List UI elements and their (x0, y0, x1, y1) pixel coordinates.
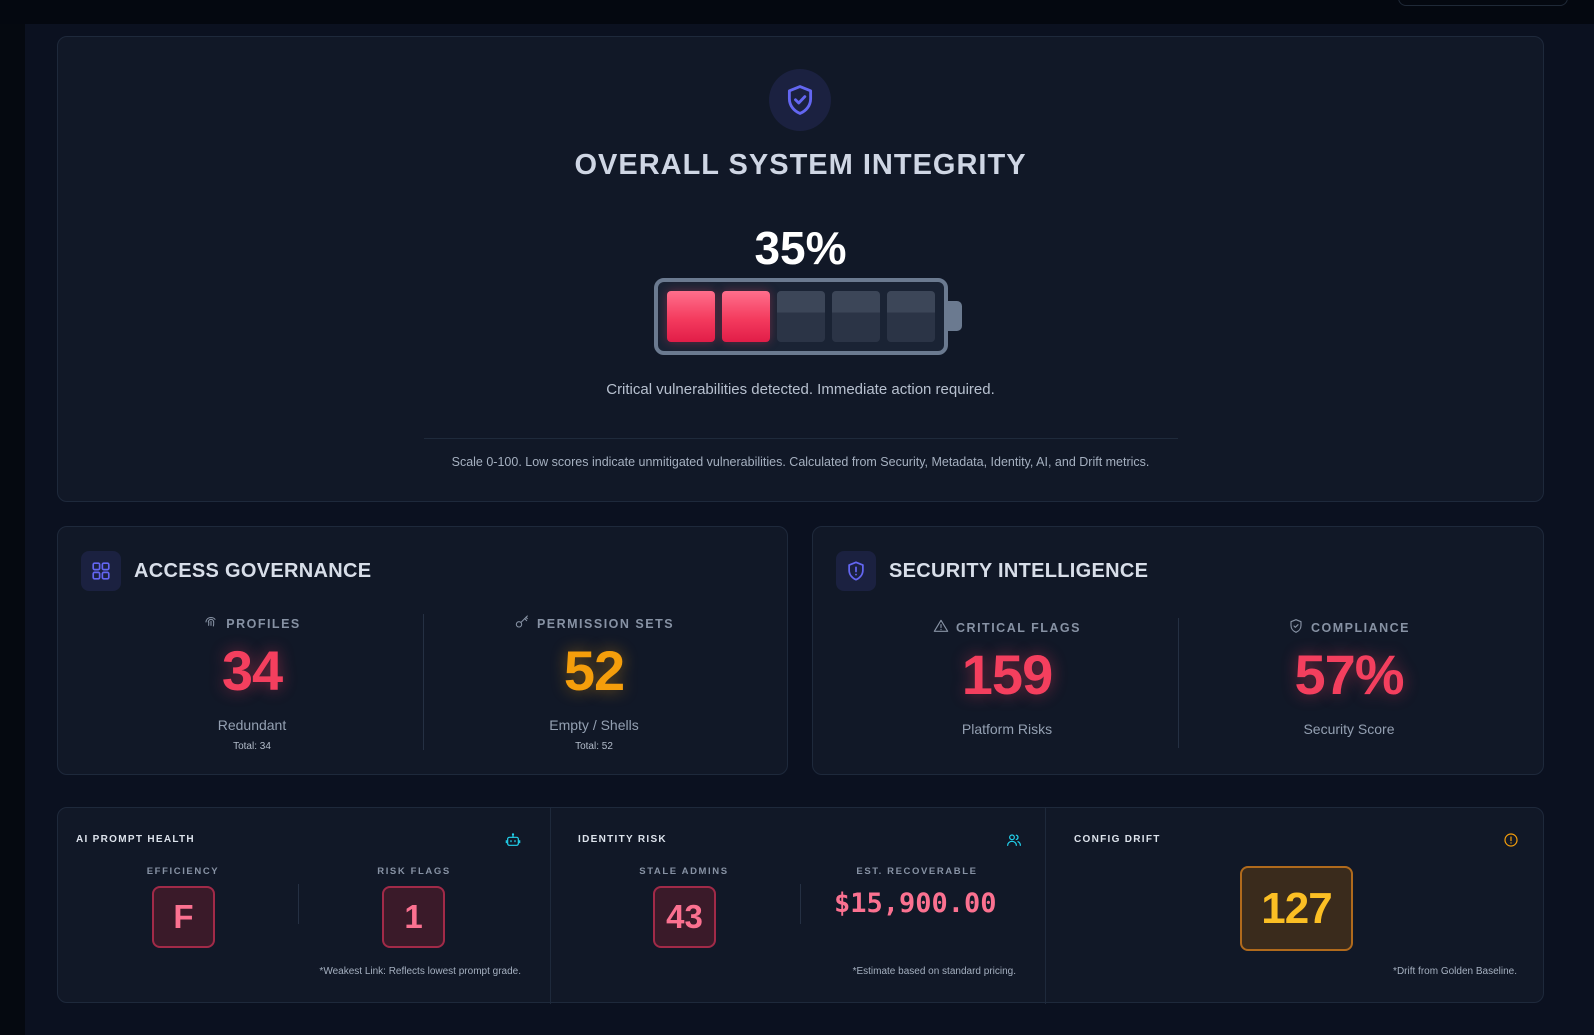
stale-admins-value: 43 (653, 886, 716, 948)
shield-check-icon (1288, 618, 1304, 637)
profiles-total: Total: 34 (233, 741, 271, 752)
shield-check-icon (769, 69, 831, 131)
metric-divider (423, 614, 424, 750)
efficiency-grade: F (152, 886, 215, 948)
integrity-title: OVERALL SYSTEM INTEGRITY (574, 149, 1027, 181)
system-integrity-card: OVERALL SYSTEM INTEGRITY 35% Critical vu… (57, 36, 1544, 502)
battery-cell-empty (777, 291, 825, 342)
compliance-label: COMPLIANCE (1310, 620, 1411, 635)
battery-cell-filled (667, 291, 715, 342)
battery-cap (948, 301, 962, 331)
profiles-value: 34 (221, 639, 283, 702)
users-icon (1006, 832, 1022, 853)
health-strip: AI PROMPT HEALTH EFFICIENCY F RISK FLAGS… (57, 807, 1544, 1004)
access-governance-title: ACCESS GOVERNANCE (134, 559, 372, 582)
ai-prompt-health-title: AI PROMPT HEALTH (76, 834, 195, 845)
metric-divider (298, 884, 299, 924)
permission-sets-sub: Empty / Shells (549, 717, 639, 733)
identity-risk-title: IDENTITY RISK (578, 834, 667, 845)
metric-divider (800, 884, 801, 924)
integrity-battery (654, 278, 948, 355)
key-icon (514, 614, 530, 633)
top-bar (0, 0, 1594, 24)
identity-footnote: *Estimate based on standard pricing. (852, 966, 1016, 977)
scale-note: Scale 0-100. Low scores indicate unmitig… (451, 455, 1150, 469)
config-drift-panel[interactable]: CONFIG DRIFT 127 *Drift from Golden Base… (1046, 808, 1543, 1004)
critical-flags-label: CRITICAL FLAGS (956, 620, 1081, 635)
battery-cell-filled (722, 291, 770, 342)
metric-divider (1178, 618, 1179, 748)
risk-flags-value: 1 (382, 886, 445, 948)
critical-flags-metric[interactable]: CRITICAL FLAGS 159 Platform Risks (887, 618, 1127, 737)
efficiency-label: EFFICIENCY (146, 866, 220, 877)
integrity-message: Critical vulnerabilities detected. Immed… (606, 381, 995, 398)
robot-icon (505, 832, 521, 853)
identity-risk-panel[interactable]: IDENTITY RISK STALE ADMINS 43 EST. RECOV… (551, 808, 1045, 1004)
compliance-sub: Security Score (1303, 721, 1395, 737)
profiles-metric[interactable]: PROFILES 34 Redundant Total: 34 (132, 614, 372, 752)
ai-prompt-footnote: *Weakest Link: Reflects lowest prompt gr… (319, 966, 521, 977)
stale-admins-label: STALE ADMINS (639, 866, 729, 877)
permission-sets-metric[interactable]: PERMISSION SETS 52 Empty / Shells Total:… (474, 614, 714, 752)
critical-flags-sub: Platform Risks (961, 721, 1053, 737)
grid-icon (81, 551, 121, 591)
config-drift-value: 127 (1240, 866, 1353, 951)
recoverable-label: EST. RECOVERABLE (856, 866, 978, 877)
fingerprint-icon (203, 614, 219, 633)
critical-flags-value: 159 (961, 643, 1053, 706)
permission-sets-label: PERMISSION SETS (536, 616, 675, 631)
battery-cell-empty (887, 291, 935, 342)
ai-prompt-health-panel[interactable]: AI PROMPT HEALTH EFFICIENCY F RISK FLAGS… (58, 808, 550, 1004)
alert-circle-icon (1503, 832, 1519, 853)
profiles-sub: Redundant (217, 717, 287, 733)
warning-triangle-icon (933, 618, 949, 637)
panel-divider (1045, 808, 1046, 1004)
config-drift-title: CONFIG DRIFT (1074, 834, 1161, 845)
battery-cell-empty (832, 291, 880, 342)
hero-divider (424, 438, 1178, 439)
compliance-metric[interactable]: COMPLIANCE 57% Security Score (1229, 618, 1469, 737)
shield-alert-icon (836, 551, 876, 591)
recoverable-value: $15,900.00 (834, 888, 997, 919)
security-intelligence-title: SECURITY INTELLIGENCE (889, 559, 1149, 582)
risk-flags-label: RISK FLAGS (377, 866, 451, 877)
access-governance-card: ACCESS GOVERNANCE PROFILES 34 Redundant … (57, 526, 788, 775)
panel-divider (550, 808, 551, 1004)
permission-sets-total: Total: 52 (575, 741, 613, 752)
integrity-percent: 35% (754, 222, 847, 274)
security-intelligence-card: SECURITY INTELLIGENCE CRITICAL FLAGS 159… (812, 526, 1544, 775)
profiles-label: PROFILES (226, 616, 301, 631)
config-drift-footnote: *Drift from Golden Baseline. (1393, 966, 1517, 977)
top-bar-control[interactable] (1398, 0, 1568, 6)
left-rail (0, 24, 25, 1035)
compliance-value: 57% (1294, 643, 1404, 706)
permission-sets-value: 52 (563, 639, 625, 702)
